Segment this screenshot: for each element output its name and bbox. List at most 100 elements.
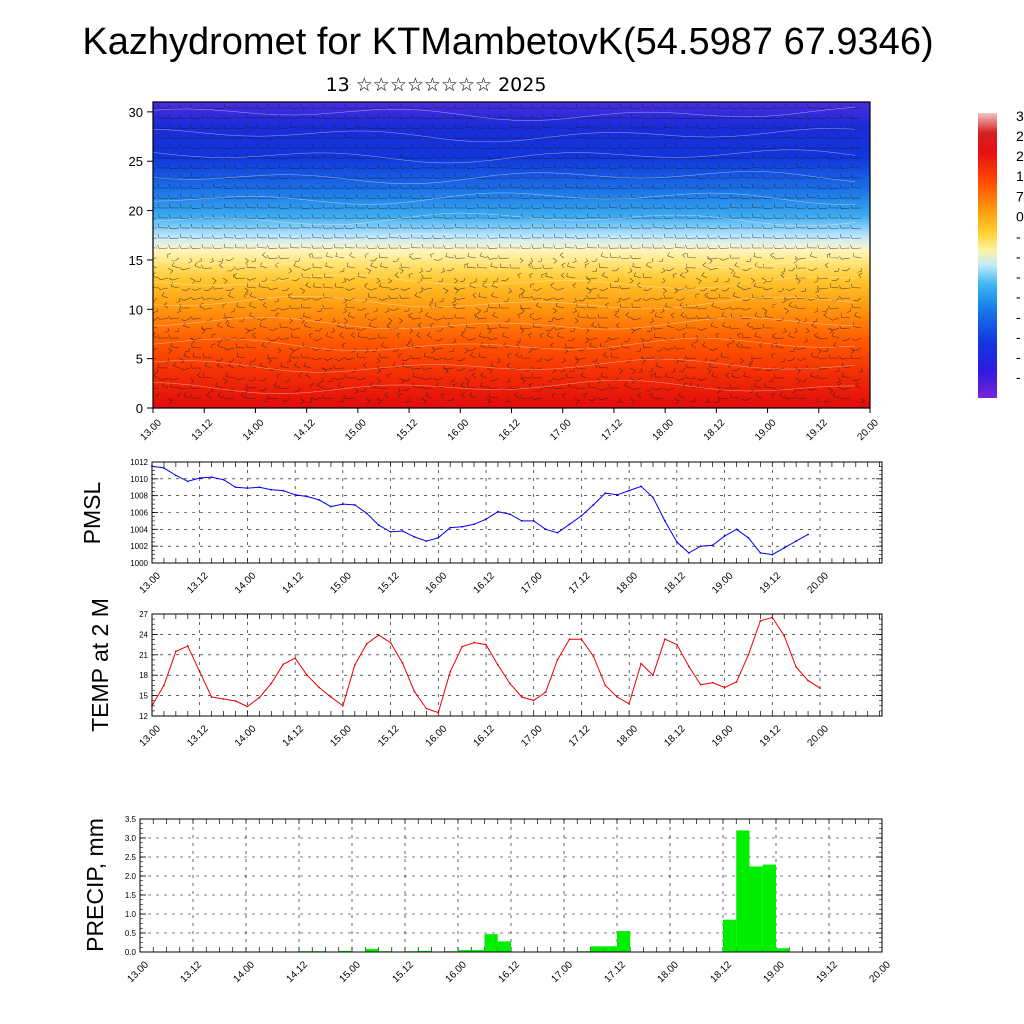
panel-frame (139, 818, 883, 953)
xtick-label: 19.12 (758, 570, 784, 596)
ytick-label: 21 (139, 651, 148, 660)
temp-point (186, 645, 189, 647)
colorbar-tick-label: - (1016, 369, 1021, 385)
xtick-label: 14.12 (281, 570, 307, 596)
ytick-label: 1012 (130, 458, 148, 467)
ytick-label: 1002 (130, 542, 148, 551)
temp-point (699, 683, 702, 686)
heat-ytick-label: 15 (129, 253, 143, 268)
precip-bar (497, 941, 511, 952)
precip-panel: PRECIP, mm 3.5 3.0 2.5 2.0 1.5 1.0 0.5 0.0 13.00… (82, 815, 893, 985)
pmsl-point (437, 536, 440, 539)
temp-point (246, 705, 249, 708)
precip-bar (590, 946, 604, 952)
precip-bar (365, 948, 379, 952)
temp-point (568, 638, 571, 641)
pmsl-point (723, 535, 726, 537)
xtick-label: 18.12 (662, 723, 688, 749)
xtick-label: 16.00 (443, 959, 469, 985)
temp-panel: TEMP at 2 M 27 24 21 18 15 12 13.00 13.12 14.00 1… (87, 598, 883, 749)
heat-xtick-label: 19.12 (804, 417, 830, 443)
temp-point (341, 704, 344, 707)
ytick-label: 1004 (130, 525, 148, 534)
precip-bar (749, 866, 763, 952)
colorbar-tick-label: - (1016, 269, 1021, 285)
temp-point (723, 686, 726, 689)
ytick-label: 1.5 (125, 891, 137, 900)
temp-point (389, 641, 392, 644)
heat-ytick-label: 20 (129, 204, 143, 219)
chart-subtitle: 13 ☆☆☆☆☆☆☆☆ 2025 (326, 74, 547, 96)
pmsl-point (258, 486, 261, 489)
xtick-label: 13.12 (185, 723, 211, 749)
pmsl-point (675, 541, 678, 543)
ytick-label: 0.5 (125, 929, 137, 938)
xtick-label: 15.00 (328, 723, 354, 749)
xtick-label: 17.12 (567, 723, 593, 749)
temp-point (473, 641, 475, 644)
pmsl-panel: PMSL 1012 1010 1008 1006 1004 1002 1000 13.00 13… (79, 458, 883, 596)
xtick-label: 13.12 (185, 570, 211, 596)
pmsl-point (580, 514, 583, 517)
pmsl-point (807, 533, 809, 536)
xtick-label: 20.00 (867, 959, 893, 985)
pmsl-point (198, 477, 201, 479)
colorbar-tick-label: - (1016, 249, 1021, 265)
precip-bar (458, 950, 472, 952)
pmsl-point (544, 528, 547, 531)
pmsl-point (222, 478, 225, 481)
precip-bar (723, 919, 737, 952)
colorbar-tick-label: - (1016, 309, 1021, 325)
temp-point (592, 655, 595, 658)
temp-point (401, 662, 404, 664)
heatmap-panel: 0 5 10 15 20 25 30 13.00 13.12 14.00 14.12 15.00 15… (129, 101, 881, 443)
xtick-label: 13.00 (137, 570, 163, 596)
temp-point (520, 696, 523, 698)
ytick-label: 1.0 (125, 910, 137, 919)
ytick-label: 18 (139, 671, 148, 680)
heat-xtick-label: 13.00 (138, 417, 164, 443)
pmsl-point (341, 503, 344, 505)
xtick-label: 14.00 (233, 570, 259, 596)
chart-title: Kazhydromet for KTMambetovK(54.5987 67.9… (82, 21, 933, 63)
temp-point (437, 711, 440, 714)
xtick-label: 15.12 (376, 570, 402, 596)
heat-xtick-label: 17.00 (548, 417, 574, 443)
xtick-label: 14.00 (233, 723, 259, 749)
xtick-label: 19.00 (710, 570, 736, 596)
temp-point (604, 684, 607, 687)
xtick-label: 15.00 (328, 570, 354, 596)
xtick-label: 15.00 (337, 959, 363, 985)
heat-xtick-label: 19.00 (753, 417, 779, 443)
pmsl-point (568, 523, 571, 526)
xtick-label: 16.00 (424, 723, 450, 749)
precip-bar (484, 934, 498, 952)
colorbar-tick-label: 2 (1016, 128, 1024, 144)
ytick-label: 15 (139, 692, 148, 701)
pmsl-point (795, 540, 798, 543)
pmsl-point (485, 518, 487, 521)
colorbar-tick-label: - (1016, 349, 1021, 365)
pmsl-point (318, 498, 320, 501)
heat-xtick-label: 18.12 (702, 417, 728, 443)
heat-ytick-label: 10 (129, 302, 143, 317)
pmsl-point (210, 476, 213, 479)
pmsl-point (592, 504, 595, 506)
contour-lines (153, 107, 856, 394)
temp-point (711, 681, 714, 684)
pmsl-point (174, 474, 177, 477)
colorbar-labels: 3 2 2 1 7 0 - - - - - - - - (1016, 108, 1024, 385)
xtick-label: 17.12 (567, 570, 593, 596)
temp-point (616, 696, 619, 698)
xtick-label: 16.12 (471, 723, 497, 749)
colorbar-tick-label: 1 (1016, 168, 1024, 184)
xtick-label: 19.00 (761, 959, 787, 985)
temp-point (282, 663, 285, 666)
temp-point (532, 699, 535, 702)
colorbar-tick-label: 0 (1016, 208, 1024, 224)
heat-xtick-label: 18.00 (651, 417, 677, 443)
pmsl-point (783, 546, 786, 549)
pmsl-point (246, 487, 249, 489)
temp-point (497, 664, 499, 666)
ytick-label: 1010 (130, 475, 148, 484)
